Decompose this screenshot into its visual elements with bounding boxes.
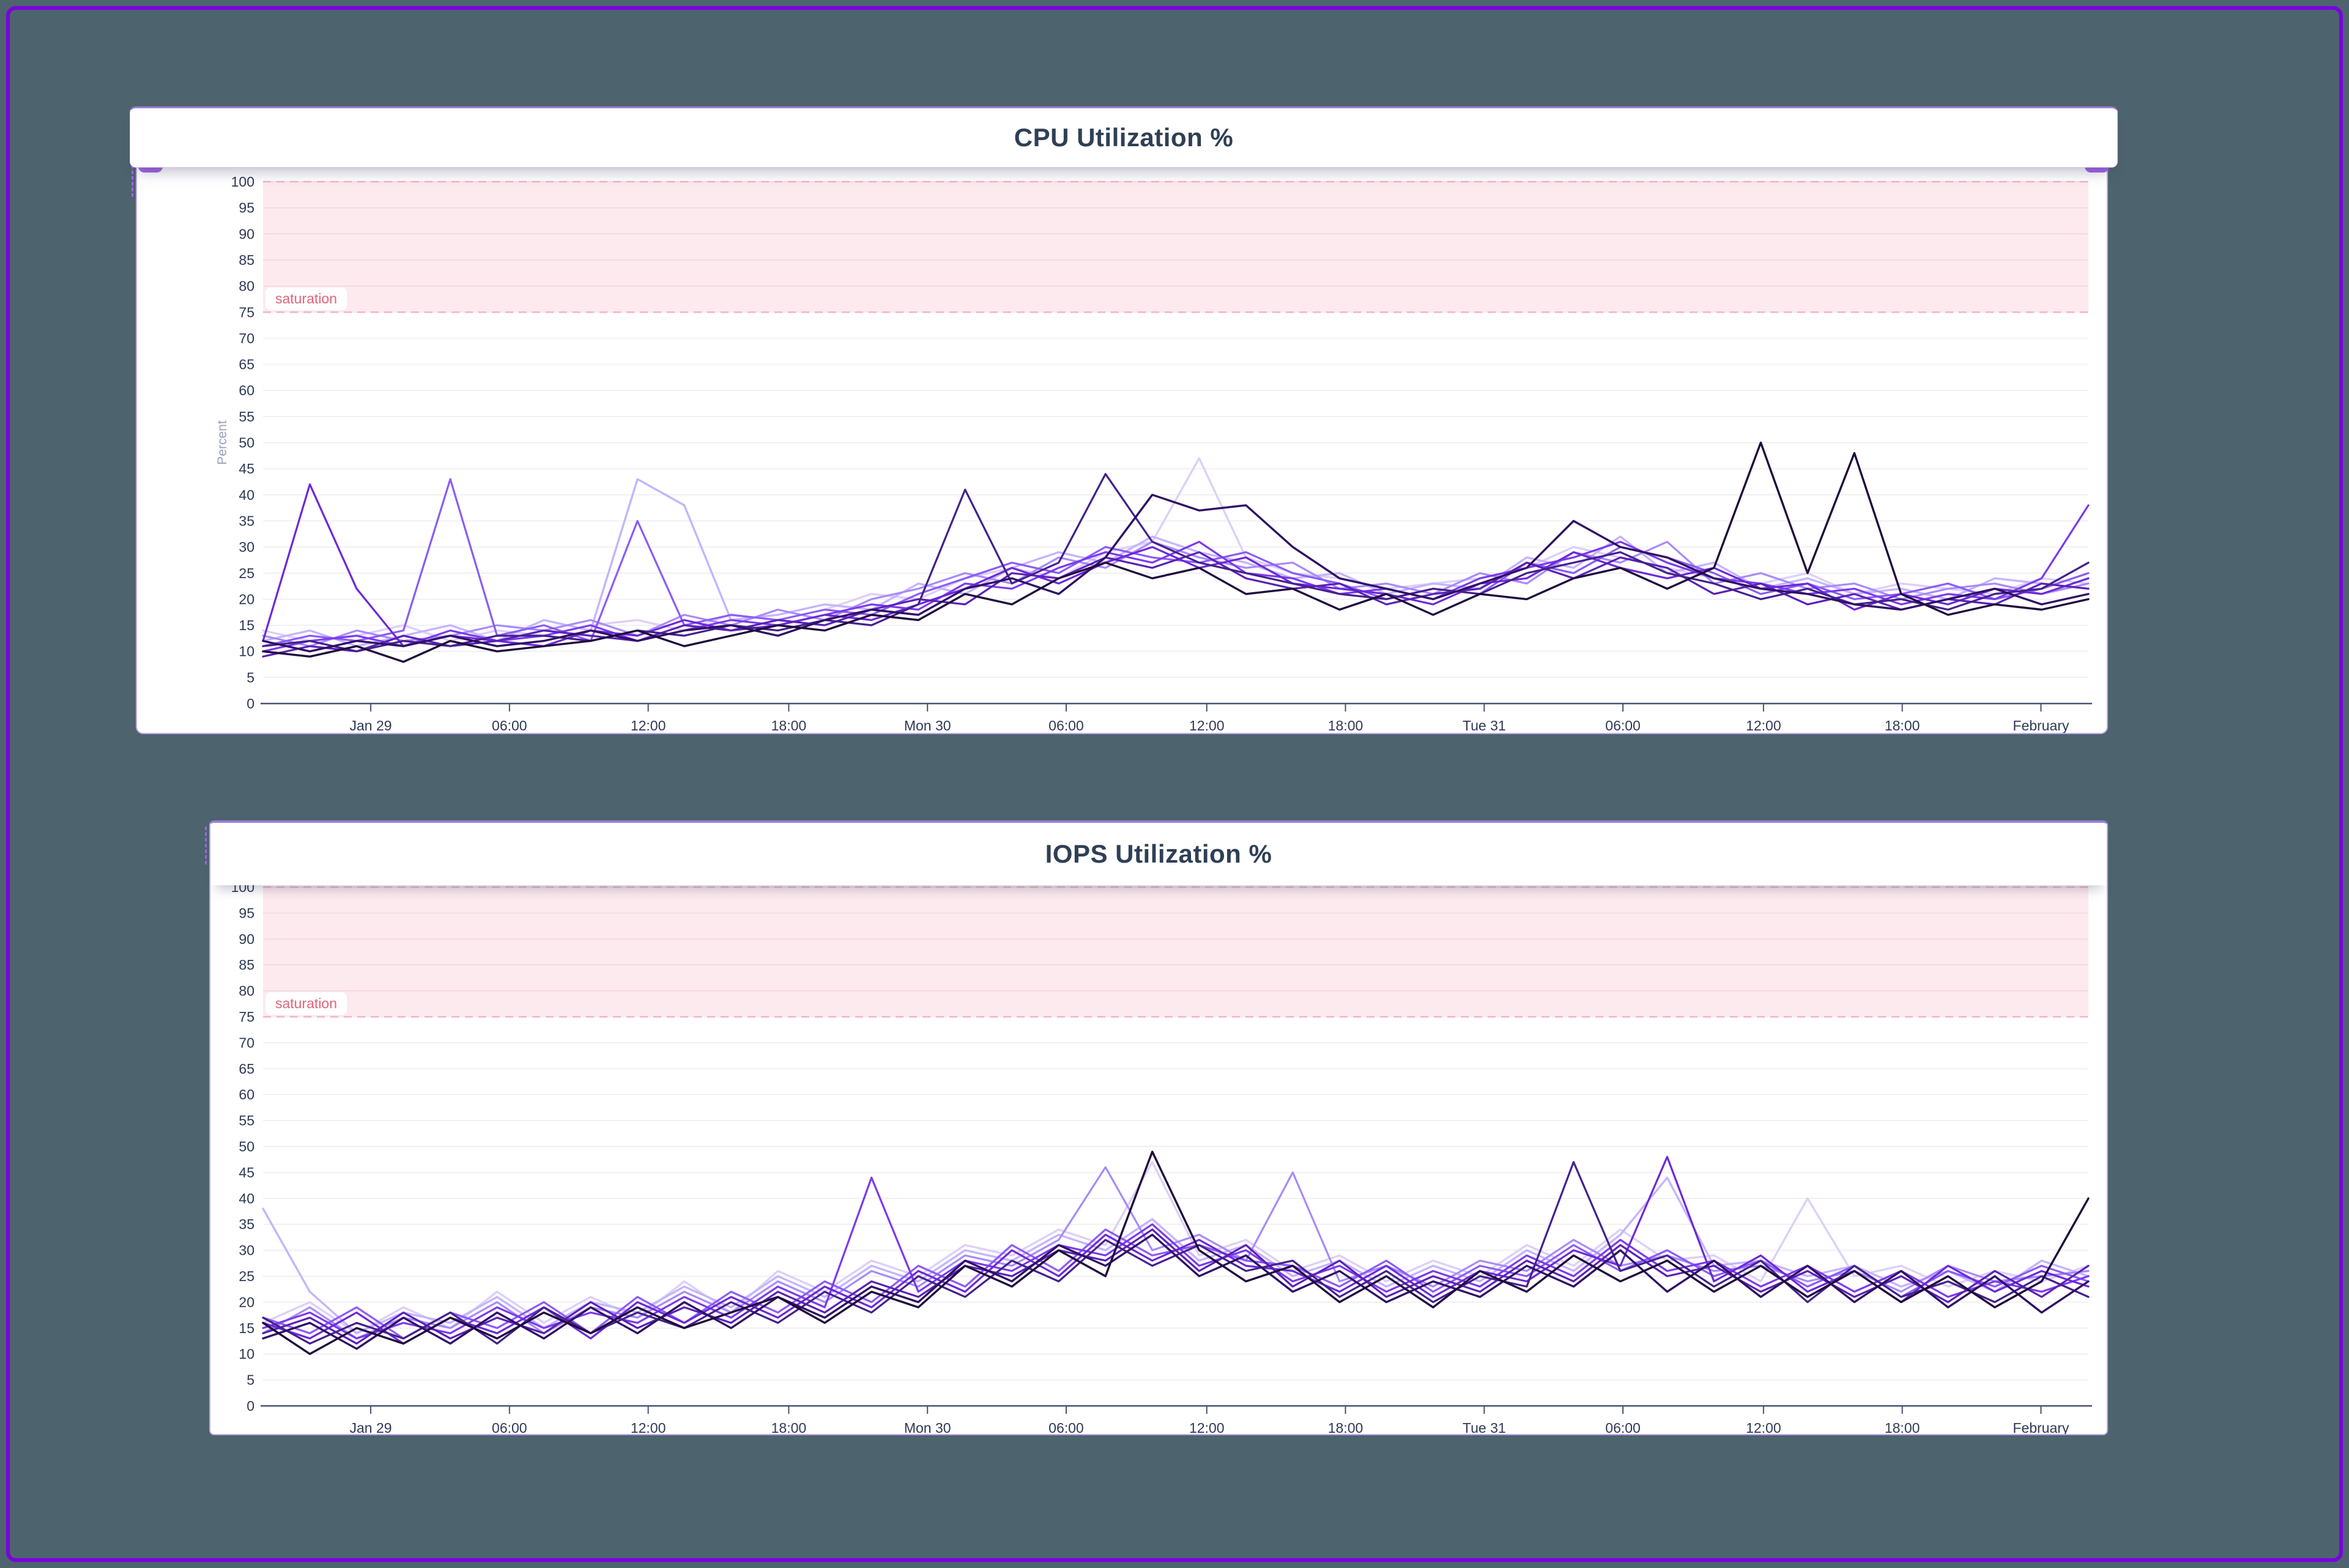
- y-tick-label: 30: [239, 539, 254, 555]
- y-tick-label: 85: [239, 957, 254, 973]
- y-tick-label: 35: [239, 513, 254, 529]
- decorative-dashed-edge: [205, 827, 207, 864]
- y-tick-label: 80: [239, 278, 254, 294]
- x-tick-label: 06:00: [1605, 1420, 1641, 1434]
- x-tick-label: 06:00: [492, 1420, 527, 1434]
- y-tick-label: 15: [239, 1320, 254, 1336]
- saturation-label: saturation: [265, 288, 347, 311]
- x-tick-label: 18:00: [771, 718, 807, 733]
- y-tick-label: 65: [239, 357, 254, 373]
- series-line: [262, 494, 2090, 653]
- y-tick-label: 0: [247, 696, 254, 712]
- x-tick-label: 06:00: [1048, 1420, 1084, 1434]
- saturation-band: [263, 182, 2088, 313]
- x-tick-label: 12:00: [1746, 1420, 1781, 1434]
- x-tick-label: 12:00: [1189, 718, 1225, 733]
- cpu-chart-title: CPU Utilization %: [1014, 123, 1234, 152]
- y-tick-label: 45: [239, 1164, 254, 1180]
- y-tick-label: 5: [247, 1372, 254, 1388]
- iops-chart-panel: IOPS Utilization % 0 5 10 15 20 25 30 35 40 45 50 5…: [205, 820, 2108, 1435]
- x-tick-label: Mon 30: [904, 1420, 951, 1434]
- y-tick-label: 10: [239, 1346, 254, 1362]
- y-tick-label: 65: [239, 1061, 254, 1077]
- saturation-label: saturation: [265, 992, 347, 1015]
- decorative-dashed-edge: [132, 159, 133, 197]
- series-line: [262, 473, 2090, 653]
- x-tick-label: 18:00: [1885, 1420, 1920, 1434]
- series-line: [262, 478, 2090, 647]
- y-tick-label: 60: [239, 1087, 254, 1102]
- y-axis-label: Percent: [215, 420, 229, 465]
- y-tick-label: 15: [239, 617, 254, 633]
- series-line: [262, 540, 2090, 647]
- x-tick-label: 18:00: [1885, 718, 1920, 733]
- x-tick-label: 18:00: [1328, 718, 1364, 733]
- series-line: [262, 441, 2090, 663]
- y-tick-label: 20: [239, 1294, 254, 1310]
- series-line: [262, 483, 2090, 647]
- y-tick-label: 25: [239, 565, 254, 581]
- y-tick-label: 25: [239, 1268, 254, 1284]
- cpu-chart-panel: 0 5 10 15 20 25 30 35 40 45 50 55 60 65 70 75 80 85 90 95 10…: [132, 154, 2108, 734]
- saturation-band: [263, 887, 2088, 1017]
- iops-chart-title: IOPS Utilization %: [1045, 839, 1272, 868]
- y-tick-label: 75: [239, 304, 254, 320]
- y-tick-label: 60: [239, 382, 254, 398]
- x-tick-label: 06:00: [1605, 718, 1641, 733]
- series-line: [262, 478, 2090, 647]
- y-tick-label: 0: [247, 1398, 254, 1414]
- y-tick-label: 70: [239, 330, 254, 346]
- x-tick-label: February: [2013, 718, 2069, 733]
- y-tick-label: 45: [239, 461, 254, 477]
- x-tick-label: Mon 30: [904, 718, 951, 733]
- x-tick-label: 12:00: [1189, 1420, 1225, 1434]
- cpu-chart-canvas[interactable]: 0 5 10 15 20 25 30 35 40 45 50 55 60 65 70 75 80 85 90 95 10…: [137, 155, 2107, 733]
- iops-chart-header: IOPS Utilization %: [210, 823, 2107, 885]
- y-tick-label: 80: [239, 983, 254, 999]
- x-tick-label: 12:00: [1746, 718, 1781, 733]
- y-tick-label: 35: [239, 1216, 254, 1232]
- y-tick-label: 5: [247, 669, 254, 685]
- series-line: [262, 1176, 2090, 1334]
- cpu-chart-header: CPU Utilization %: [130, 106, 2118, 168]
- iops-chart-canvas[interactable]: 0 5 10 15 20 25 30 35 40 45 50 55 60 65 70 75 80 85 90 95 10…: [210, 823, 2107, 1434]
- x-tick-label: 06:00: [1048, 718, 1084, 733]
- x-tick-label: Jan 29: [350, 718, 392, 733]
- x-tick-label: 06:00: [492, 718, 527, 733]
- x-tick-label: Tue 31: [1463, 718, 1506, 733]
- y-tick-label: 70: [239, 1035, 254, 1050]
- x-tick-label: Tue 31: [1463, 1420, 1506, 1434]
- y-tick-label: 90: [239, 226, 254, 242]
- x-tick-label: 12:00: [631, 1420, 666, 1434]
- y-tick-label: 20: [239, 591, 254, 607]
- x-tick-label: 12:00: [631, 718, 666, 733]
- chart-svg: 0510152025303540455055606570758085909510…: [231, 879, 2092, 1434]
- x-tick-label: 18:00: [771, 1420, 807, 1434]
- y-tick-label: 75: [239, 1009, 254, 1025]
- x-tick-label: 18:00: [1328, 1420, 1364, 1434]
- y-tick-label: 100: [231, 174, 254, 190]
- y-tick-label: 40: [239, 1191, 254, 1206]
- y-tick-label: 10: [239, 644, 254, 660]
- y-tick-label: 95: [239, 200, 254, 216]
- y-tick-label: 50: [239, 435, 254, 451]
- series-line: [262, 1150, 2090, 1355]
- y-tick-label: 55: [239, 409, 254, 425]
- chart-svg: 0 5 10 15 20 25 30 35 40 45 50 55 60 65 70 75 80 85 90 95 10…: [215, 174, 2092, 733]
- series-line: [262, 1228, 2090, 1345]
- y-tick-label: 50: [239, 1139, 254, 1154]
- y-tick-label: 90: [239, 931, 254, 947]
- series-line: [262, 1161, 2090, 1334]
- y-tick-label: 85: [239, 252, 254, 268]
- x-tick-label: Jan 29: [350, 1420, 392, 1434]
- y-tick-label: 95: [239, 905, 254, 921]
- y-tick-label: 30: [239, 1243, 254, 1258]
- x-tick-label: February: [2013, 1420, 2069, 1434]
- y-tick-label: 55: [239, 1113, 254, 1129]
- y-tick-label: 40: [239, 487, 254, 503]
